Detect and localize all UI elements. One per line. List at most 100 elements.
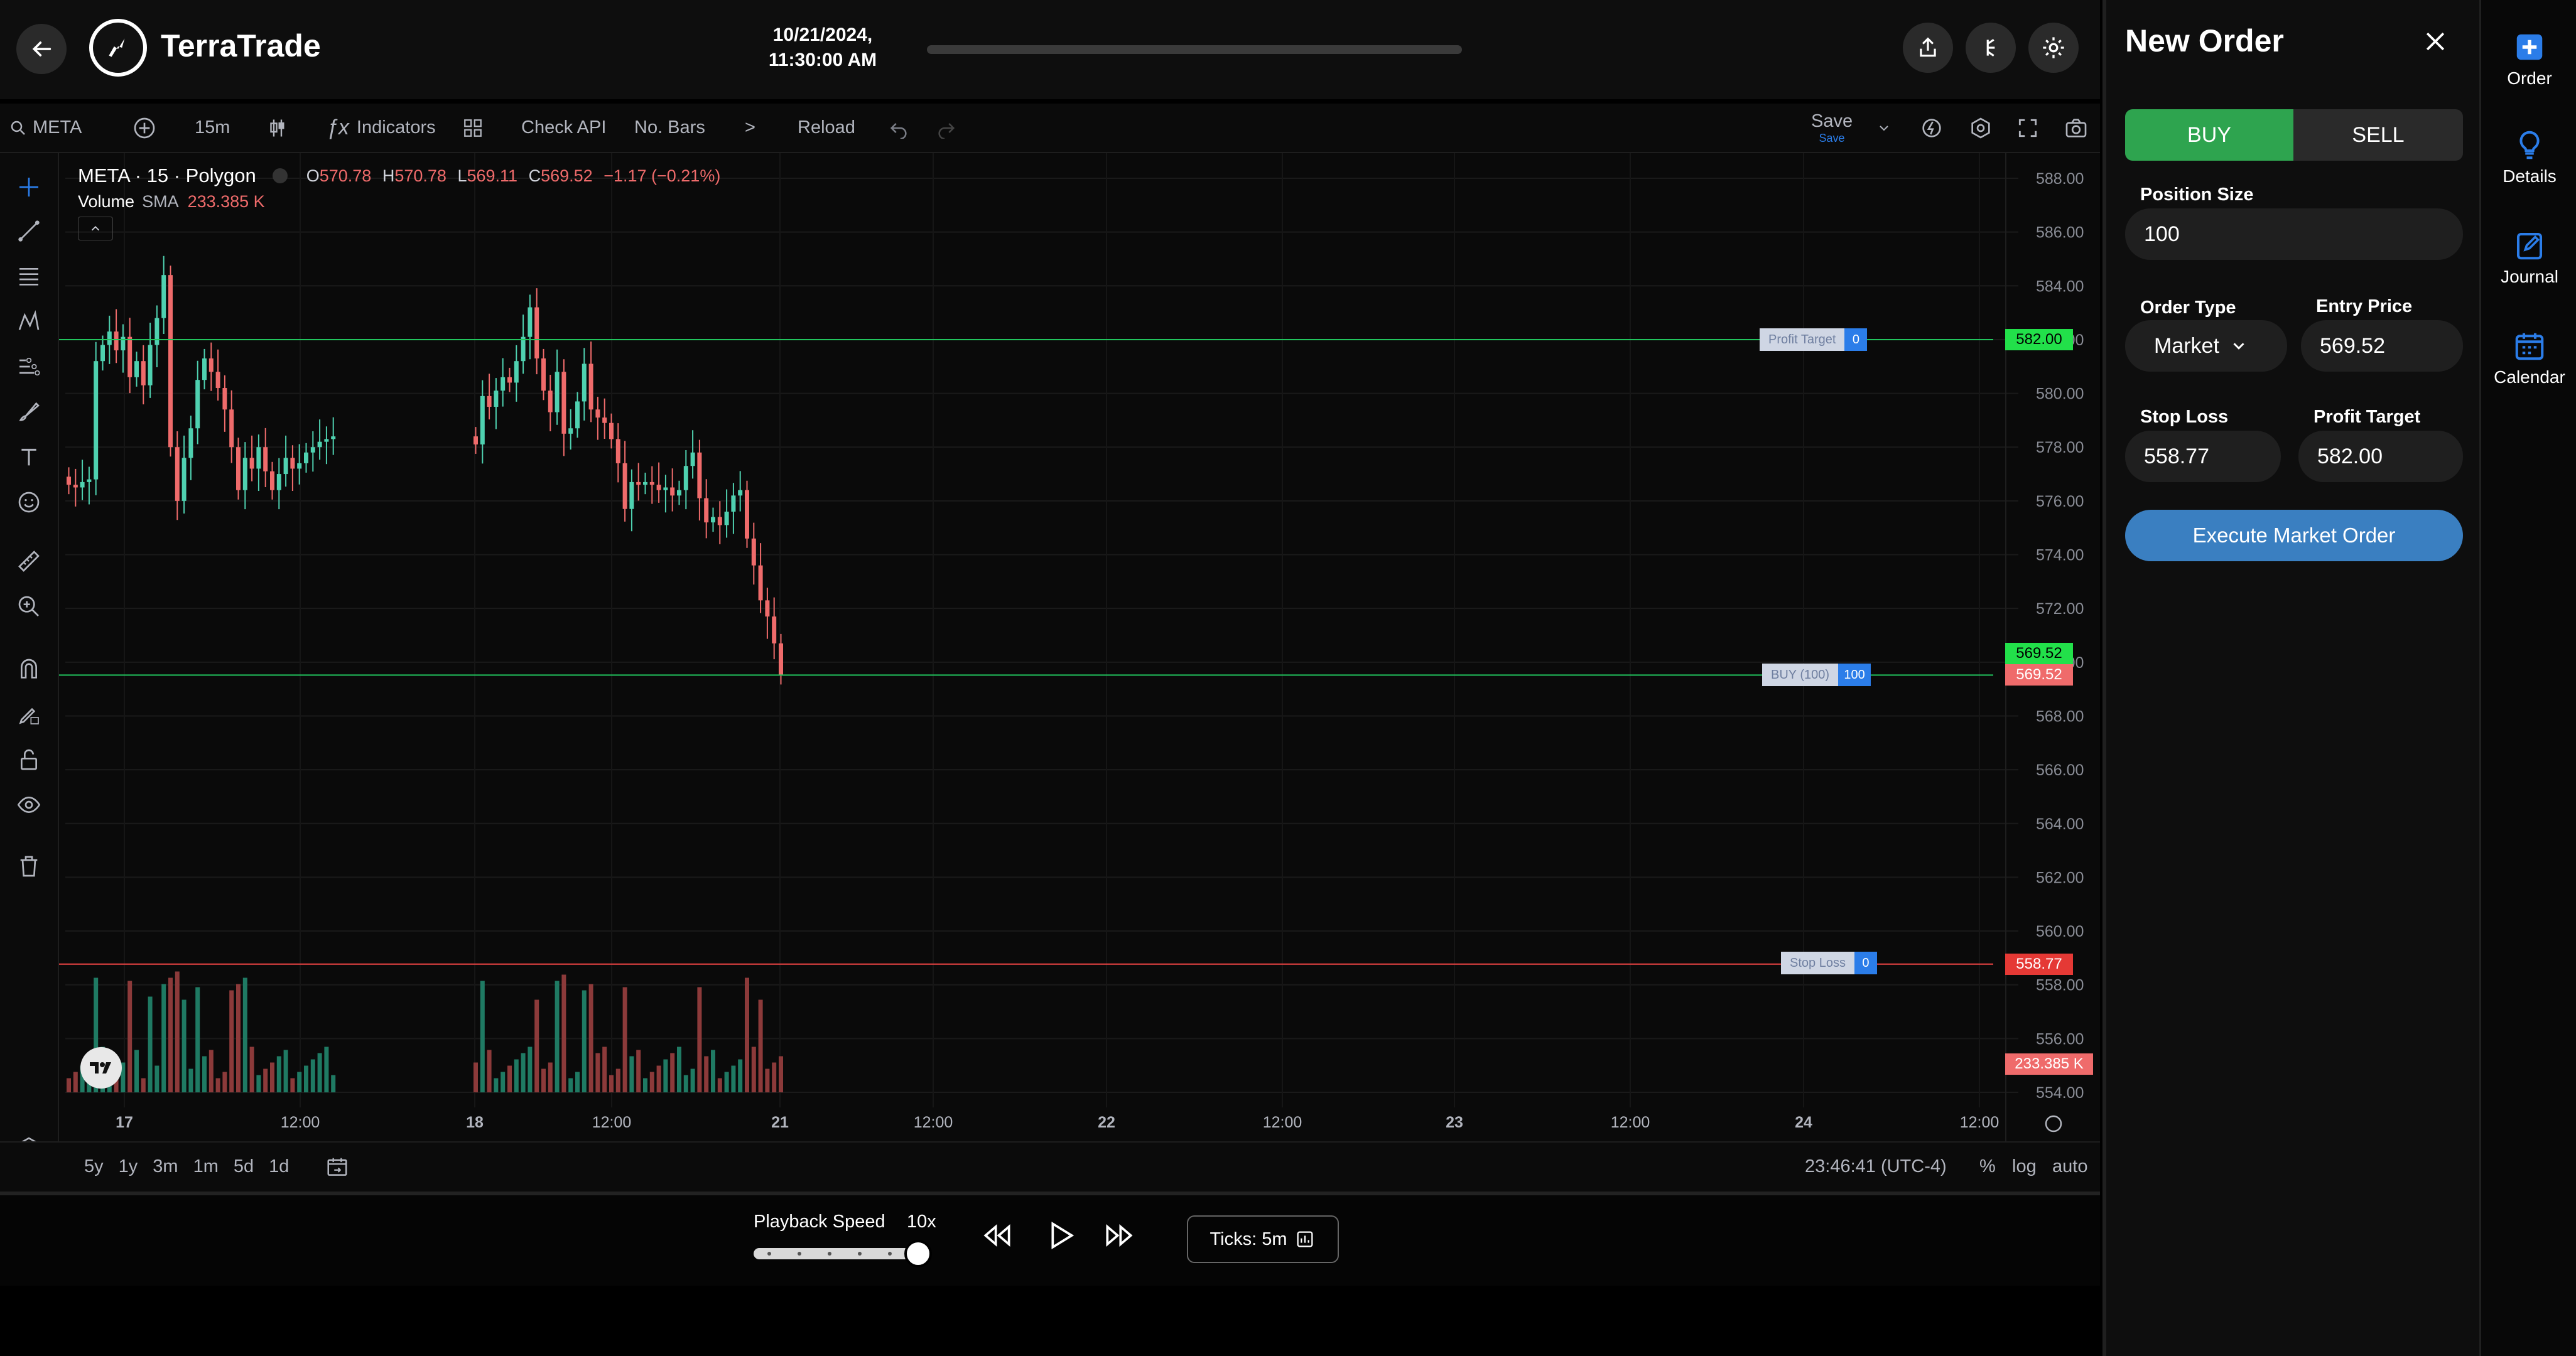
undo-button[interactable]: [888, 104, 909, 152]
magnet-tool[interactable]: [14, 654, 44, 684]
save-dropdown[interactable]: [1876, 104, 1891, 152]
x-tick-label: 24: [1795, 1114, 1812, 1131]
trendline-tool[interactable]: [14, 216, 44, 246]
candle-body: [107, 331, 112, 345]
execute-order-button[interactable]: Execute Market Order: [2125, 510, 2463, 561]
candle-body: [548, 390, 553, 412]
reload-button[interactable]: Reload: [798, 117, 855, 137]
snapshot-button[interactable]: [2064, 104, 2089, 152]
volume-bar: [561, 974, 566, 1092]
sell-tab[interactable]: SELL: [2293, 109, 2463, 161]
position-size-input[interactable]: 100: [2125, 208, 2463, 260]
ruler-tool[interactable]: [14, 546, 44, 576]
profit-target-line-label[interactable]: Profit Target 0: [1760, 328, 1868, 351]
settings-button[interactable]: [2028, 23, 2079, 73]
rewind-button[interactable]: [980, 1218, 1015, 1256]
chart-settings-button[interactable]: [1968, 104, 1993, 152]
volume-bar: [242, 977, 247, 1092]
fib-tool[interactable]: [14, 261, 44, 291]
interval-button[interactable]: 15m: [195, 117, 230, 137]
buy-line-label[interactable]: BUY (100) 100: [1762, 664, 1871, 686]
volume-bar: [208, 1050, 214, 1092]
nav-journal[interactable]: Journal: [2481, 229, 2576, 287]
chart-area[interactable]: 588.00 586.00 584.00 582.00 580.00 578.00 576.…: [59, 153, 2100, 1176]
ticks-button[interactable]: Ticks: 5m: [1187, 1215, 1339, 1263]
zoom-tool[interactable]: [14, 591, 44, 622]
delete-tool[interactable]: [14, 851, 44, 881]
slider-knob[interactable]: [904, 1240, 932, 1267]
more-button[interactable]: >: [745, 117, 755, 137]
play-button[interactable]: [1042, 1218, 1078, 1256]
range-1y[interactable]: 1y: [118, 1156, 138, 1176]
entry-price-input[interactable]: 569.52: [2301, 320, 2463, 372]
candle-body: [487, 396, 492, 407]
range-1m[interactable]: 1m: [193, 1156, 219, 1176]
candle-body: [521, 336, 526, 362]
layouts-button[interactable]: [462, 104, 484, 152]
chart-style-button[interactable]: [266, 104, 289, 152]
y-tick-label: 588.00: [2036, 170, 2084, 188]
stop-loss-line-label[interactable]: Stop Loss 0: [1781, 952, 1877, 974]
brush-tool[interactable]: [14, 397, 44, 427]
emoji-tool[interactable]: [14, 487, 44, 517]
percent-toggle[interactable]: %: [1979, 1156, 1996, 1176]
price-chart[interactable]: 588.00 586.00 584.00 582.00 580.00 578.00 576.…: [59, 153, 2100, 1176]
compare-button[interactable]: [132, 104, 157, 152]
indicators-button[interactable]: ƒx Indicators: [327, 104, 436, 152]
check-api-button[interactable]: Check API: [521, 117, 607, 137]
back-arrow-icon: [32, 41, 51, 56]
candle-body: [772, 616, 777, 643]
replay-progress-bar[interactable]: [927, 45, 1462, 54]
no-bars-button[interactable]: No. Bars: [634, 117, 705, 137]
stop-loss-input[interactable]: 558.77: [2125, 431, 2281, 482]
visibility-tool[interactable]: [14, 790, 44, 820]
auto-toggle[interactable]: auto: [2052, 1156, 2088, 1176]
volume-bar: [310, 1059, 315, 1092]
side-nav: Order Details Journal Calendar: [2479, 0, 2576, 1356]
range-3m[interactable]: 3m: [153, 1156, 178, 1176]
tradingview-logo[interactable]: [80, 1047, 122, 1089]
buy-tab[interactable]: BUY: [2125, 109, 2293, 161]
text-tool[interactable]: [14, 442, 44, 472]
y-tick-label: 562.00: [2036, 869, 2084, 886]
candle-body: [276, 474, 281, 490]
range-5y[interactable]: 5y: [84, 1156, 104, 1176]
range-1d[interactable]: 1d: [269, 1156, 290, 1176]
redo-button[interactable]: [936, 104, 957, 152]
candle-body: [663, 487, 668, 490]
drawing-mode-tool[interactable]: [14, 699, 44, 729]
forecast-icon: [19, 357, 40, 376]
quick-search-button[interactable]: [1919, 104, 1944, 152]
volume-bar: [615, 1068, 620, 1092]
crosshair-tool[interactable]: [14, 172, 44, 202]
theme-toggle-button[interactable]: [1966, 23, 2016, 73]
profit-target-input[interactable]: 582.00: [2298, 431, 2463, 482]
lock-tool[interactable]: [14, 745, 44, 775]
timezone-clock[interactable]: 23:46:41 (UTC-4): [1805, 1156, 1947, 1176]
back-button[interactable]: [16, 24, 67, 74]
nav-details[interactable]: Details: [2481, 128, 2576, 186]
forecast-tool[interactable]: [14, 352, 44, 382]
volume-bar: [67, 1078, 71, 1092]
last-price-tag: 569.52: [2005, 664, 2073, 686]
candle-body: [215, 372, 220, 389]
candle-body: [697, 452, 702, 498]
fast-forward-button[interactable]: [1101, 1218, 1137, 1256]
candle-body: [629, 482, 634, 509]
log-toggle[interactable]: log: [2012, 1156, 2037, 1176]
playback-speed-slider[interactable]: [754, 1240, 932, 1267]
close-order-button[interactable]: [2422, 28, 2449, 58]
fullscreen-button[interactable]: [2016, 104, 2040, 152]
symbol-search[interactable]: META: [9, 104, 82, 152]
candle-body: [745, 490, 749, 539]
nav-order[interactable]: Order: [2481, 30, 2576, 89]
nav-calendar[interactable]: Calendar: [2481, 329, 2576, 387]
goto-date-button[interactable]: [325, 1155, 349, 1184]
range-5d[interactable]: 5d: [233, 1156, 254, 1176]
legend-toggle-button[interactable]: [78, 217, 113, 240]
save-button[interactable]: Save Save: [1811, 104, 1853, 152]
order-type-select[interactable]: Market: [2125, 320, 2287, 372]
pattern-tool[interactable]: [14, 306, 44, 336]
share-button[interactable]: [1903, 23, 1953, 73]
legend-collapse-icon[interactable]: [272, 168, 288, 183]
